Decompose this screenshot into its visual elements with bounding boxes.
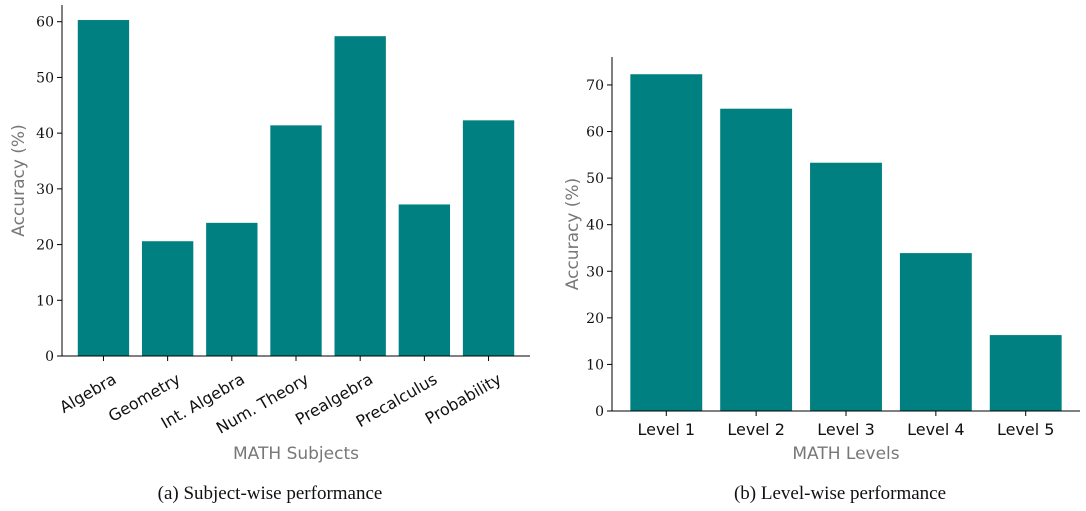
level-xtick-label: Level 2 [727, 420, 785, 439]
subject-x-axis-label: MATH Subjects [233, 444, 359, 464]
subject-bar-int-algebra [206, 222, 258, 356]
subject-ytick-label: 60 [36, 15, 54, 31]
level-xtick-label: Level 3 [817, 420, 875, 439]
level-xtick-label: Level 5 [997, 420, 1055, 439]
level-ytick-label: 30 [586, 264, 604, 280]
subject-bar-probability [462, 120, 515, 356]
level-x-axis-label: MATH Levels [792, 444, 899, 464]
level-y-axis-label: Accuracy (%) [563, 178, 583, 290]
subject-bar-algebra [77, 20, 130, 357]
subject-y-axis-label: Accuracy (%) [9, 124, 29, 236]
subject-ytick-label: 50 [36, 70, 54, 86]
level-bar-level-5 [989, 335, 1062, 411]
level-xtick-label: Level 1 [638, 420, 696, 439]
level-ytick-label: 0 [595, 404, 604, 420]
level-ytick-label: 60 [586, 125, 604, 141]
subject-bar-prealgebra [334, 36, 386, 356]
subject-ytick-label: 20 [36, 238, 54, 254]
level-bar-level-4 [899, 253, 972, 411]
subject-bar-precalculus [398, 204, 451, 356]
subject-ytick-label: 10 [36, 293, 54, 309]
level-bar-level-3 [810, 162, 882, 411]
subject-ytick-label: 30 [36, 182, 54, 198]
level-xtick-label: Level 4 [907, 420, 965, 439]
level-caption: (b) Level-wise performance [734, 483, 946, 504]
level-ytick-label: 40 [586, 218, 604, 234]
subject-ytick-label: 40 [36, 126, 54, 142]
level-chart: Level 1 Level 2 Level 3 Level 4 Level 5 0 10 20… [563, 57, 1080, 504]
level-bar-level-2 [720, 108, 793, 411]
subject-bar-num-theory [270, 125, 322, 356]
level-ytick-label: 50 [586, 171, 604, 187]
subject-ytick-label: 0 [45, 349, 54, 365]
subject-caption: (a) Subject-wise performance [158, 483, 383, 504]
subject-bar-geometry [141, 241, 194, 356]
level-ytick-label: 20 [586, 311, 604, 327]
level-ytick-label: 10 [586, 357, 604, 373]
level-bar-level-1 [630, 74, 703, 412]
level-ytick-label: 70 [586, 78, 604, 94]
